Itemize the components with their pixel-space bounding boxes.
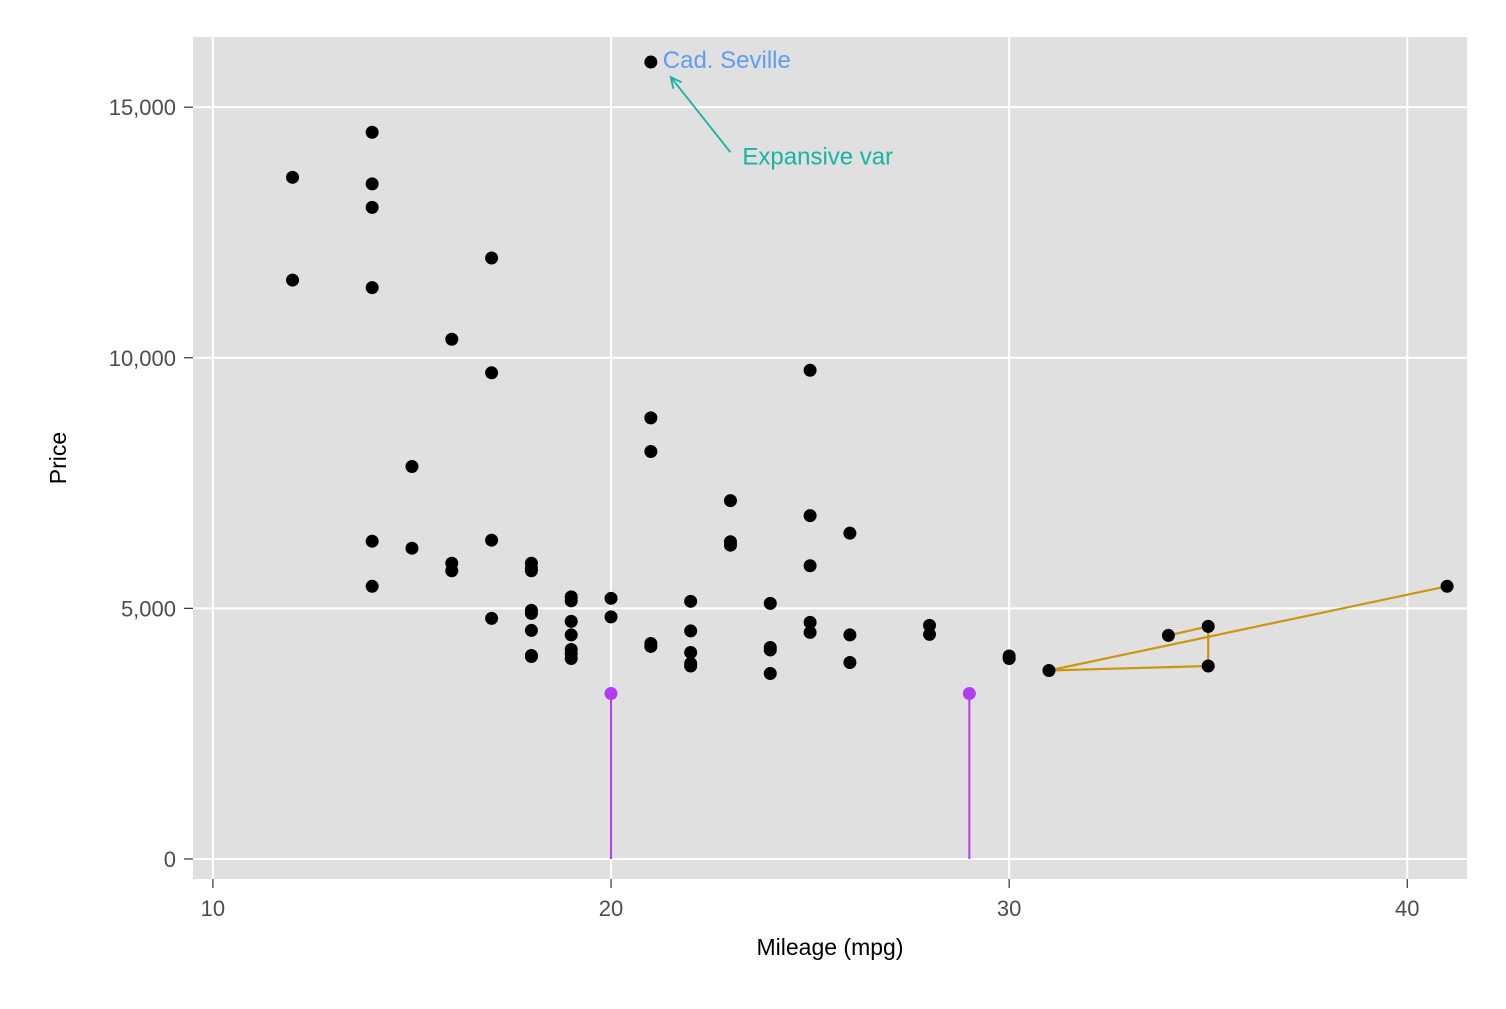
data-point xyxy=(365,281,379,295)
annotation-arrow xyxy=(670,76,732,153)
annotations: Cad. Seville Expansive var xyxy=(663,47,893,170)
data-point xyxy=(803,625,817,639)
data-point xyxy=(564,594,578,608)
data-point xyxy=(1161,628,1175,642)
data-point xyxy=(803,559,817,573)
data-point xyxy=(644,411,658,425)
data-point xyxy=(644,444,658,458)
data-point xyxy=(365,177,379,191)
data-point xyxy=(1201,619,1215,633)
data-point xyxy=(723,494,737,508)
data-point xyxy=(365,125,379,139)
y-tick-label: 5,000 xyxy=(121,596,176,621)
data-point xyxy=(684,645,698,659)
data-point xyxy=(445,332,459,346)
x-axis-title: Mileage (mpg) xyxy=(757,934,904,960)
data-point xyxy=(604,610,618,624)
data-point xyxy=(843,628,857,642)
y-axis-title: Price xyxy=(45,432,71,484)
gridlines xyxy=(193,37,1467,879)
data-point xyxy=(1201,659,1215,673)
data-point xyxy=(1042,664,1056,678)
data-point xyxy=(684,624,698,638)
axes: 10 20 30 40 0 5,000 10,000 15,000 xyxy=(109,95,1420,921)
data-point xyxy=(405,460,419,474)
data-point xyxy=(365,200,379,214)
data-point xyxy=(803,615,817,629)
data-point xyxy=(763,596,777,610)
spike-point xyxy=(604,687,618,701)
data-point xyxy=(843,655,857,669)
data-point xyxy=(445,564,459,578)
y-tick-label: 10,000 xyxy=(109,346,176,371)
data-point xyxy=(524,564,538,578)
spike-markers xyxy=(604,687,976,859)
data-point xyxy=(485,366,499,380)
data-point xyxy=(485,251,499,265)
data-point xyxy=(923,627,937,641)
data-point xyxy=(644,55,658,69)
y-tick-label: 0 xyxy=(164,847,176,872)
data-point xyxy=(1440,579,1454,593)
annotation-cad-seville: Cad. Seville xyxy=(663,47,791,74)
data-point xyxy=(524,649,538,663)
data-point xyxy=(564,614,578,628)
annotation-expansive-var: Expansive var xyxy=(742,143,893,170)
annotation-arrowhead xyxy=(669,75,682,90)
x-tick-label: 20 xyxy=(599,896,623,921)
x-tick-label: 30 xyxy=(997,896,1021,921)
data-point xyxy=(604,591,618,605)
data-point xyxy=(763,643,777,657)
data-point xyxy=(286,170,300,184)
data-point xyxy=(803,363,817,377)
data-points xyxy=(286,55,1454,681)
data-point xyxy=(286,273,300,287)
data-point xyxy=(763,667,777,681)
data-point xyxy=(485,533,499,547)
data-point xyxy=(1002,651,1016,665)
data-point xyxy=(564,628,578,642)
data-point xyxy=(923,618,937,632)
x-tick-label: 40 xyxy=(1395,896,1419,921)
data-point xyxy=(524,606,538,620)
data-point xyxy=(524,623,538,637)
data-point xyxy=(564,651,578,665)
data-point xyxy=(405,541,419,555)
data-point xyxy=(803,509,817,523)
data-point xyxy=(723,538,737,552)
data-point xyxy=(684,659,698,673)
data-point xyxy=(365,534,379,548)
spike-point xyxy=(962,687,976,701)
data-point xyxy=(644,639,658,653)
data-point xyxy=(843,526,857,540)
data-point xyxy=(684,594,698,608)
y-tick-label: 15,000 xyxy=(109,95,176,120)
data-point xyxy=(365,579,379,593)
x-tick-label: 10 xyxy=(201,896,225,921)
plot-panel xyxy=(193,37,1467,879)
data-point xyxy=(485,611,499,625)
